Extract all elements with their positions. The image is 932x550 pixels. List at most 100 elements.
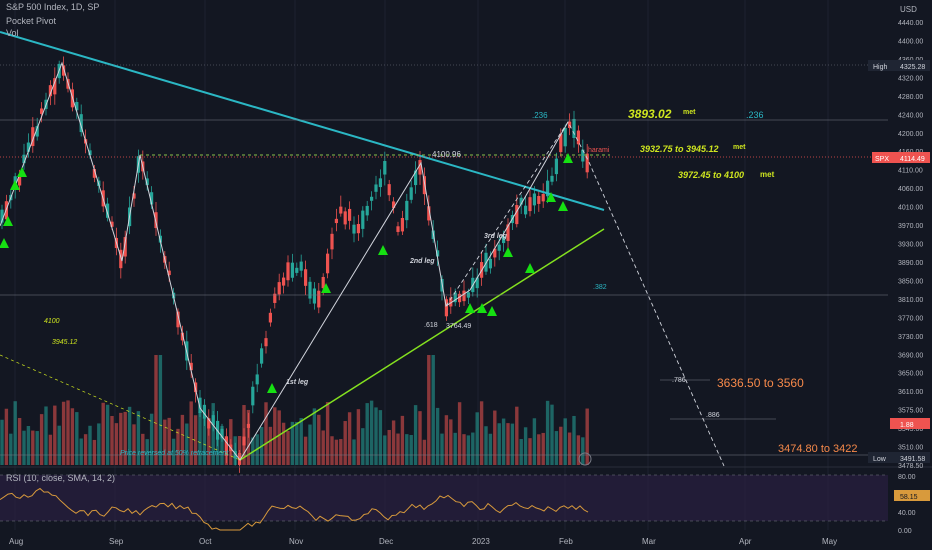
candle-body [299, 261, 303, 271]
candle-body [444, 299, 448, 317]
candle-body [559, 134, 563, 153]
volume-bar [581, 437, 585, 465]
volume-bar [286, 431, 290, 465]
price-tick-label: 3650.00 [898, 371, 923, 378]
high-badge-label: High [873, 64, 888, 71]
candle-body [519, 197, 523, 205]
label-886: .886 [706, 412, 720, 419]
pocket-pivot-marker [3, 216, 13, 226]
candle-body [568, 121, 572, 128]
volume-bar [167, 417, 171, 465]
price-tick-label: 3770.00 [898, 315, 923, 322]
volume-bar [488, 433, 493, 465]
volume-bar [506, 423, 510, 465]
volume-bar [312, 408, 317, 465]
price-tick-label: 4240.00 [898, 112, 923, 119]
candle-body [326, 253, 330, 274]
pocket-pivot-marker [477, 303, 487, 313]
volume-bar [70, 408, 75, 465]
candle-body [180, 332, 184, 341]
volume-bar [413, 405, 418, 465]
volume-bar [444, 415, 449, 465]
time-tick-label: Mar [642, 537, 656, 546]
volume-bar [299, 418, 303, 465]
volume-bar [471, 432, 475, 465]
candle-body [150, 192, 154, 205]
volume-bar [321, 430, 325, 465]
candle-body [48, 85, 52, 97]
volume-bar [550, 404, 554, 465]
spx-badge-bg [872, 152, 930, 163]
candle-body [462, 290, 466, 302]
candle-body [312, 288, 316, 304]
grid [14, 0, 829, 530]
replay-icon[interactable] [578, 452, 592, 466]
pivot-markers [0, 153, 573, 393]
volume-bar [39, 414, 44, 465]
price-tick-label: 4200.00 [898, 131, 923, 138]
candle-body [502, 236, 506, 244]
volume-bar [365, 403, 369, 465]
volume-bar [154, 355, 158, 465]
candle-body [348, 208, 352, 221]
candle-body [343, 211, 347, 225]
price-tick-label: 3510.00 [898, 445, 923, 452]
volume-bar [295, 421, 299, 465]
price-tick-label: 3850.00 [898, 278, 923, 285]
candle-body [378, 178, 382, 188]
volume-bar [264, 402, 268, 465]
label-236-right: .236 [746, 110, 764, 120]
price-tick-label: 4110.00 [898, 168, 923, 175]
volume-bar [374, 407, 378, 465]
volume-bar [493, 410, 497, 465]
candle-body [528, 197, 532, 212]
candle-body [92, 169, 96, 178]
candle-body [576, 130, 580, 145]
label-retracement-note: Price reversed at 50% retracement [120, 450, 229, 457]
volume-bar [453, 432, 457, 465]
candle-body [563, 127, 567, 147]
volume-bar [537, 434, 541, 465]
time-tick-label: May [822, 537, 837, 546]
label-4100-96: 4100.96 [432, 150, 461, 159]
volume-bar [356, 409, 361, 465]
volume-bar [273, 407, 277, 465]
candle-body [356, 224, 360, 234]
label-met-2: met [733, 144, 746, 151]
label-3893: 3893.02 [628, 107, 672, 121]
label-range-3972: 3972.45 to 4100 [678, 170, 744, 180]
currency-label: USD [900, 5, 917, 14]
volume-bar [88, 425, 92, 465]
candle-body [475, 277, 479, 289]
rsi-tick-80: 80.00 [898, 474, 916, 481]
candle-body [132, 193, 136, 199]
volume-bar [132, 424, 136, 465]
low-badge-bg [868, 452, 930, 463]
candle-body [282, 277, 286, 286]
candle-body [176, 311, 180, 328]
candle-body [106, 203, 110, 218]
spx-badge-value: 4114.49 [900, 156, 925, 163]
candle-body [581, 149, 585, 162]
label-left-3945: 3945.12 [52, 339, 77, 346]
pocket-pivot-marker [558, 201, 568, 211]
volume-bar [158, 355, 163, 465]
candle-body [260, 348, 264, 364]
candle-body [334, 218, 338, 224]
time-axis[interactable]: Aug Sep Oct Nov Dec 2023 Feb Mar Apr May [9, 537, 837, 546]
volume-bar [136, 411, 141, 465]
pocket-pivot-marker [465, 303, 475, 313]
price-tick-label: 3478.50 [898, 463, 923, 470]
candle-body [0, 209, 4, 223]
price-tick-label: 3890.00 [898, 260, 923, 267]
volume-bar [17, 417, 22, 465]
candle-body [22, 154, 26, 164]
price-axis[interactable]: 4440.004400.004360.004320.004280.004240.… [898, 20, 923, 470]
candle-body [167, 270, 171, 276]
candle-body [31, 127, 35, 147]
volume-bar [123, 411, 127, 465]
volume-bar [330, 436, 334, 465]
candle-body [453, 292, 457, 303]
volume-bar [303, 436, 308, 465]
volume-bar [83, 434, 88, 465]
